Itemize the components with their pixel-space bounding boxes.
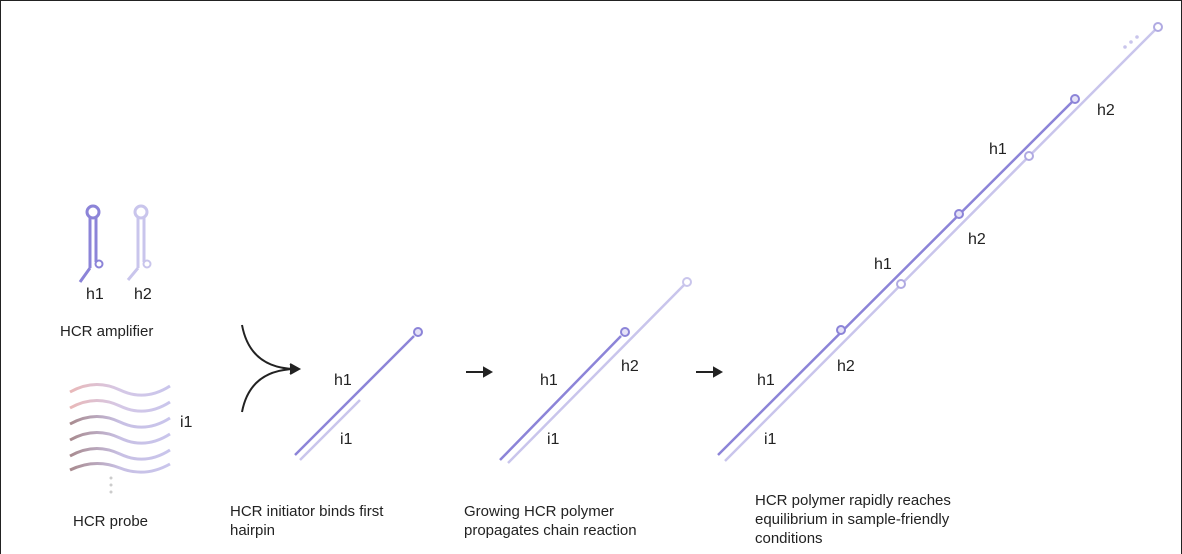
- step2-strands: [500, 278, 691, 463]
- caption: HCR probe: [73, 512, 148, 531]
- label: h1: [86, 286, 104, 304]
- caption: HCR polymer rapidly reaches equilibrium …: [755, 491, 1005, 548]
- label: h1: [757, 372, 775, 390]
- label: h1: [989, 141, 1007, 159]
- label: h2: [1097, 102, 1115, 120]
- label: h2: [134, 286, 152, 304]
- caption: HCR amplifier: [60, 322, 153, 341]
- diagram-art: [0, 0, 1182, 554]
- frame: [1, 1, 1182, 554]
- label: i1: [340, 431, 352, 449]
- step1-strands: [295, 328, 422, 460]
- label: h2: [968, 231, 986, 249]
- label: i1: [764, 431, 776, 449]
- caption: Growing HCR polymer propagates chain rea…: [464, 502, 684, 540]
- label: h2: [837, 358, 855, 376]
- label: h2: [621, 358, 639, 376]
- caption: HCR initiator binds first hairpin: [230, 502, 430, 540]
- probe-waves: [70, 384, 170, 493]
- amplifier-hairpins: [80, 206, 151, 282]
- label: h1: [874, 256, 892, 274]
- label: h1: [540, 372, 558, 390]
- merge-arrow: [242, 325, 299, 412]
- step3-strands: [718, 23, 1162, 461]
- label: h1: [334, 372, 352, 390]
- label: i1: [180, 414, 192, 432]
- label: i1: [547, 431, 559, 449]
- diagram: h1 h2 HCR amplifier i1 HCR probe h1 i1 H…: [0, 0, 1182, 554]
